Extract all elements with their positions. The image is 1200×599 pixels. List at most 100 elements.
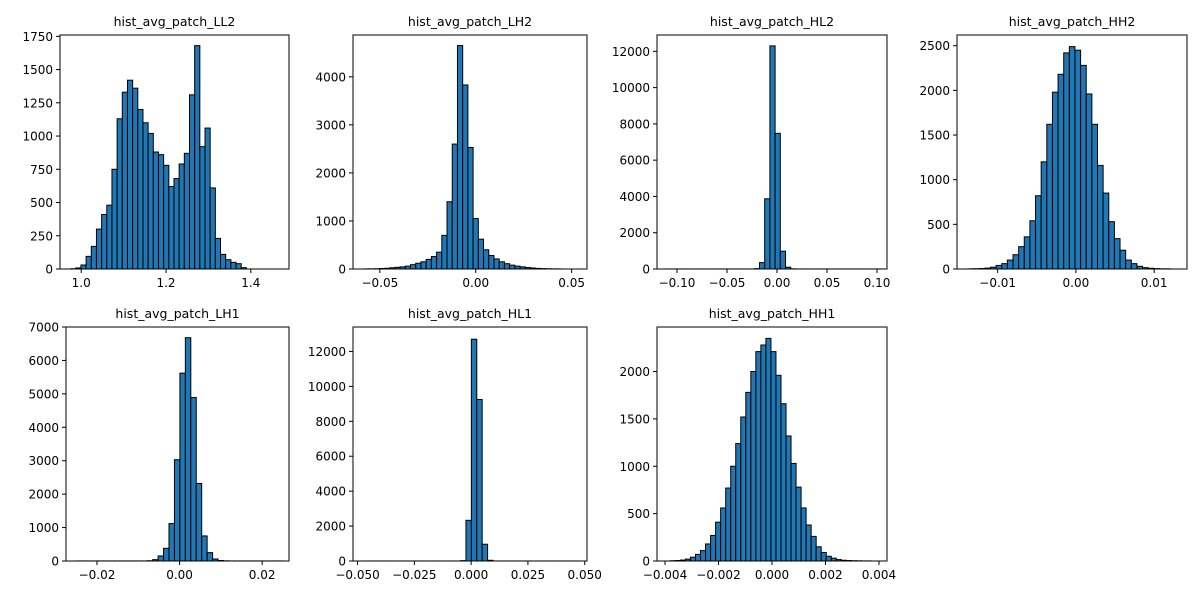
histogram-bar <box>775 374 782 562</box>
histogram-panel: 0 250 500 750 1000 1250 1500 1750 1.0 1.2 1.4 hist_… <box>22 14 290 290</box>
y-tick-label: 0 <box>942 263 950 277</box>
histogram-panel: 0 1000 2000 3000 4000 −0.05 0.00 0.05 hist_avg_p… <box>315 14 588 290</box>
histogram-bar <box>705 543 712 562</box>
y-tick-label: 1250 <box>22 96 53 110</box>
x-tick-label: 0.000 <box>755 568 789 582</box>
histogram-bar <box>765 337 772 562</box>
histogram-bar <box>441 234 448 270</box>
x-tick-label: 1.0 <box>72 276 91 290</box>
histogram-bar <box>1040 161 1048 270</box>
histogram-bar <box>1068 46 1076 270</box>
x-tick-label: 0.00 <box>166 568 193 582</box>
histogram-bar <box>785 435 792 562</box>
x-tick-label: 1.2 <box>156 276 175 290</box>
y-tick-label: 3000 <box>315 118 346 132</box>
y-tick-label: 6000 <box>619 154 650 168</box>
chart-title: hist_avg_patch_HH1 <box>709 306 836 321</box>
y-tick-label: 1500 <box>919 129 950 143</box>
axes-frame <box>65 326 290 562</box>
axes-frame <box>59 34 290 270</box>
x-tick-label: 0.025 <box>511 568 545 582</box>
histogram-bar <box>820 551 827 562</box>
histogram-bar <box>755 351 762 562</box>
histogram-bar <box>106 204 113 270</box>
x-tick-label: 0.00 <box>1063 276 1090 290</box>
histogram-bar <box>1063 52 1070 270</box>
histogram-bar <box>1006 259 1014 270</box>
histogram-bar <box>1119 249 1127 270</box>
histogram-bar <box>194 45 201 270</box>
histogram-bar <box>740 416 747 562</box>
histogram-bar <box>790 462 797 562</box>
histogram-bar <box>1057 73 1065 270</box>
histogram-bar <box>750 371 757 562</box>
histogram-panel: 0 1000 2000 3000 4000 5000 6000 7000 −0.02 0.00 0.… <box>28 306 290 582</box>
y-tick-label: 750 <box>30 163 53 177</box>
histogram-bar <box>157 555 165 562</box>
histogram-bar <box>725 487 732 562</box>
histogram-panel: 0 500 1000 1500 2000 −0.004 −0.002 0.000 0.002 0.… <box>619 306 896 582</box>
x-tick-label: 0.050 <box>568 568 602 582</box>
histogram-bar <box>800 507 807 562</box>
histogram-bar <box>1029 220 1037 270</box>
y-tick-label: 6000 <box>315 450 346 464</box>
histogram-bar <box>415 262 422 270</box>
histogram-bar <box>178 163 185 270</box>
histogram-bar <box>183 152 191 270</box>
x-tick-label: 0.02 <box>249 568 276 582</box>
y-tick-label: 0 <box>338 263 346 277</box>
histogram-bar <box>116 118 123 270</box>
x-tick-label: 0.01 <box>1141 276 1168 290</box>
histogram-bar <box>90 245 97 270</box>
histogram-bar <box>214 237 222 270</box>
x-tick-label: −0.002 <box>696 568 740 582</box>
histogram-bar <box>760 344 767 562</box>
chart-title: hist_avg_patch_HH2 <box>1009 14 1136 29</box>
y-tick-label: 4000 <box>315 485 346 499</box>
x-tick-label: −0.10 <box>659 276 696 290</box>
x-tick-label: 0.05 <box>814 276 841 290</box>
histogram-bar <box>456 45 464 270</box>
y-tick-label: 2000 <box>315 166 346 180</box>
y-tick-label: 8000 <box>315 415 346 429</box>
histogram-bar <box>715 521 722 562</box>
y-tick-label: 500 <box>927 218 950 232</box>
histogram-bar <box>472 218 479 270</box>
histogram-bar <box>995 264 1003 270</box>
y-tick-label: 2000 <box>28 488 59 502</box>
y-tick-label: 3000 <box>28 454 59 468</box>
x-tick-label: −0.004 <box>643 568 687 582</box>
histogram-bar <box>1018 246 1025 270</box>
histogram-bar <box>476 398 483 562</box>
histogram-bar <box>230 261 237 270</box>
histogram-bar <box>477 238 485 270</box>
x-tick-label: −0.01 <box>979 276 1016 290</box>
histogram-bar <box>235 263 242 270</box>
bars <box>363 45 563 270</box>
histogram-bar <box>220 253 227 270</box>
histogram-bar <box>137 108 144 270</box>
y-tick-label: 8000 <box>619 117 650 131</box>
x-tick-label: −0.05 <box>361 276 398 290</box>
histogram-bar <box>132 87 139 270</box>
histogram-bar <box>95 228 103 270</box>
y-tick-label: 500 <box>627 507 650 521</box>
chart-title: hist_avg_patch_LL2 <box>114 14 236 29</box>
histogram-bar <box>142 122 149 270</box>
histogram-bar <box>451 143 458 270</box>
x-tick-label: −0.025 <box>392 568 436 582</box>
histogram-bar <box>1023 236 1031 270</box>
bars <box>75 337 284 562</box>
histogram-bar <box>1001 263 1008 270</box>
x-tick-label: −0.050 <box>335 568 379 582</box>
histogram-bar <box>810 535 817 562</box>
histogram-bar <box>152 151 159 270</box>
histogram-bar <box>85 255 92 270</box>
y-tick-label: 10000 <box>612 81 650 95</box>
y-tick-label: 0 <box>642 263 650 277</box>
y-tick-label: 1000 <box>619 460 650 474</box>
chart-title: hist_avg_patch_LH1 <box>115 306 239 321</box>
histogram-bar <box>446 201 453 270</box>
histogram-bar <box>735 443 742 562</box>
